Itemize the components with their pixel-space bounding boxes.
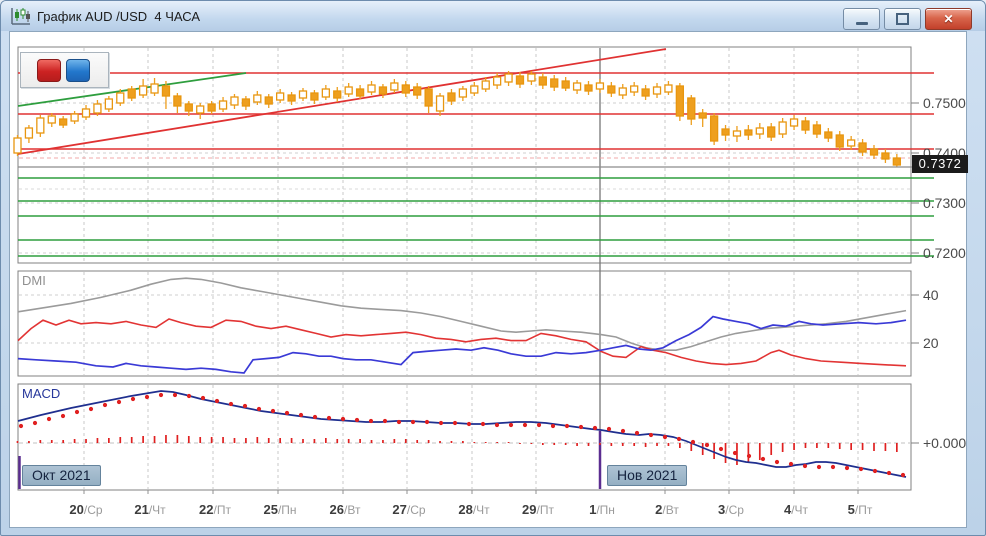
x-axis-day-label: 3/Ср xyxy=(718,502,744,517)
maximize-icon xyxy=(896,13,909,25)
x-axis-day-label: 4/Чт xyxy=(783,502,809,517)
dmi-panel-label: DMI xyxy=(22,273,46,288)
x-axis-day-label: 21/Чт xyxy=(134,502,166,517)
window-title: График AUD /USD 4 ЧАСА xyxy=(37,8,201,24)
x-axis-day-label: 25/Пн xyxy=(263,502,297,517)
x-axis-day-label: 1/Пн xyxy=(589,502,615,517)
close-button[interactable]: ✕ xyxy=(925,8,972,30)
minimize-icon xyxy=(855,21,868,25)
macd-panel-label: MACD xyxy=(22,386,61,401)
chart-icon xyxy=(11,8,30,25)
x-axis-day-label: 28/Чт xyxy=(458,502,490,517)
x-axis-day-label: 22/Пт xyxy=(199,502,231,517)
current-price-box: 0.7372 xyxy=(912,155,968,173)
x-axis-day-label: 2/Вт xyxy=(655,502,679,517)
red-square-button[interactable] xyxy=(37,58,61,82)
minimize-button[interactable] xyxy=(843,8,880,30)
x-axis-day-label: 27/Ср xyxy=(392,502,426,517)
x-axis-day-label: 5/Пт xyxy=(847,502,873,517)
chart-toolbar xyxy=(20,52,109,88)
x-axis-day-label: 26/Вт xyxy=(329,502,361,517)
chart-area[interactable] xyxy=(9,31,967,528)
blue-square-button[interactable] xyxy=(66,58,90,82)
x-axis-day-label: 20/Ср xyxy=(69,502,103,517)
month-label-nov: Нов 2021 xyxy=(607,465,688,486)
maximize-button[interactable] xyxy=(884,8,921,30)
month-label-oct: Окт 2021 xyxy=(22,465,101,486)
close-icon: ✕ xyxy=(943,12,954,26)
title-bar[interactable]: График AUD /USD 4 ЧАСА ✕ xyxy=(1,1,985,31)
x-axis-day-label: 29/Пт xyxy=(522,502,554,517)
x-axis-labels: 20/Ср 21/Чт 22/Пт 25/Пн 26/Вт 27/Ср 28/Чт 29/Пт… xyxy=(1,502,967,520)
